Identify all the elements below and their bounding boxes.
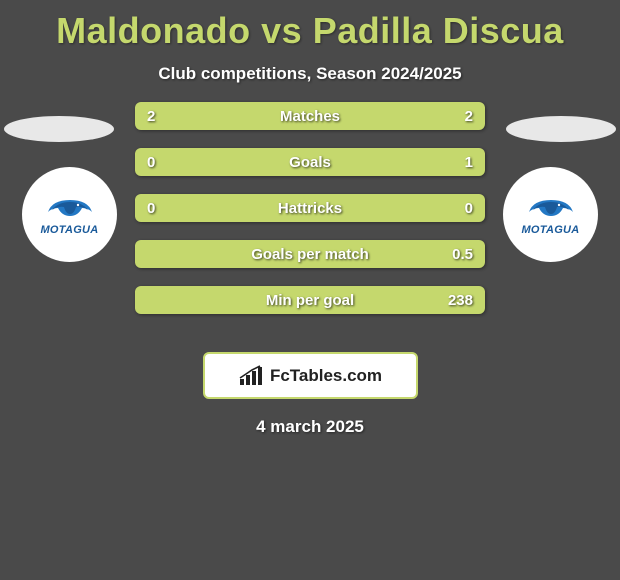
stat-label: Goals (289, 154, 331, 171)
stat-right-value: 2 (441, 108, 473, 125)
brand-box: FcTables.com (203, 352, 418, 399)
stat-label: Hattricks (278, 200, 342, 217)
decor-oval-left (4, 116, 114, 142)
stat-label: Min per goal (266, 292, 354, 309)
brand-text: FcTables.com (270, 366, 382, 386)
stat-row: Min per goal 238 (135, 286, 485, 314)
club-logo-left: MOTAGUA (40, 194, 98, 236)
stat-left-value: 0 (147, 200, 179, 217)
club-name-right: MOTAGUA (521, 225, 579, 236)
stat-label: Matches (280, 108, 340, 125)
stat-row: 2 Matches 2 (135, 102, 485, 130)
club-name-left: MOTAGUA (40, 225, 98, 236)
date-text: 4 march 2025 (0, 417, 620, 437)
decor-oval-right (506, 116, 616, 142)
page-title: Maldonado vs Padilla Discua (0, 0, 620, 52)
bar-chart-icon (238, 365, 264, 387)
eagle-icon (523, 194, 579, 224)
club-badge-right: MOTAGUA (503, 167, 598, 262)
stat-label: Goals per match (251, 246, 369, 263)
stat-left-value: 0 (147, 154, 179, 171)
stats-list: 2 Matches 2 0 Goals 1 0 Hattricks 0 Goal… (135, 102, 485, 332)
stat-left-value: 2 (147, 108, 179, 125)
stat-right-value: 0 (441, 200, 473, 217)
stat-row: Goals per match 0.5 (135, 240, 485, 268)
eagle-icon (42, 194, 98, 224)
stat-row: 0 Hattricks 0 (135, 194, 485, 222)
subtitle: Club competitions, Season 2024/2025 (0, 64, 620, 84)
stat-right-value: 0.5 (441, 246, 473, 263)
club-logo-right: MOTAGUA (521, 194, 579, 236)
stat-right-value: 238 (441, 292, 473, 309)
stat-right-value: 1 (441, 154, 473, 171)
comparison-area: MOTAGUA MOTAGUA 2 Matches 2 0 Goals 1 0 … (0, 102, 620, 352)
club-badge-left: MOTAGUA (22, 167, 117, 262)
stat-row: 0 Goals 1 (135, 148, 485, 176)
